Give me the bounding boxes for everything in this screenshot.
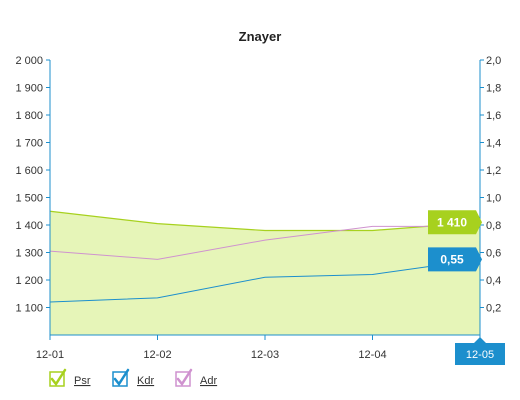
y-left-tick-label: 1 900 <box>15 83 43 95</box>
legend-item-psr[interactable]: Psr <box>49 368 91 387</box>
legend-label: Psr <box>74 375 91 387</box>
y-right-tick-label: 2,0 <box>486 55 501 67</box>
legend-item-kdr[interactable]: Kdr <box>112 368 154 387</box>
legend-item-adr[interactable]: Adr <box>175 368 217 387</box>
legend-label: Kdr <box>137 375 154 387</box>
y-right-tick-label: 0,6 <box>486 248 501 260</box>
check-icon <box>113 368 130 387</box>
y-right-tick-label: 1,6 <box>486 110 501 122</box>
y-right-tick-label: 0,4 <box>486 275 501 287</box>
callout-kdr-box <box>428 247 482 272</box>
legend-label: Adr <box>200 375 217 387</box>
series-adr-line <box>49 225 480 260</box>
y-left-tick-label: 1 200 <box>15 275 43 287</box>
callout-x-text: 12-05 <box>466 349 494 361</box>
legend: Psr Kdr Adr <box>49 368 217 387</box>
y-right-tick-label: 1,0 <box>486 193 501 205</box>
callout-psr-box <box>428 210 482 235</box>
series-psr-line <box>49 210 481 232</box>
series-psr-area <box>50 211 480 335</box>
y-right-tick-label: 0,8 <box>486 220 501 232</box>
check-icon <box>176 368 193 387</box>
value-callouts: 1 410 0,55 12-05 <box>428 210 505 365</box>
y-left-tick-label: 1 400 <box>15 220 43 232</box>
x-tick-label: 12-04 <box>358 349 386 361</box>
y-left-tick-label: 1 300 <box>15 248 43 260</box>
x-tick-label: 12-01 <box>36 349 64 361</box>
callout-kdr-text: 0,55 <box>440 252 464 266</box>
x-tick-label: 12-03 <box>251 349 279 361</box>
y-right-tick-label: 0,2 <box>486 303 501 315</box>
y-right-tick-label: 1,8 <box>486 83 501 95</box>
x-tick-label: 12-02 <box>143 349 171 361</box>
chart-title: Znayer <box>239 29 282 44</box>
y-left-tick-label: 1 700 <box>15 138 43 150</box>
y-right-tick-label: 1,4 <box>486 138 501 150</box>
axes: 1 100 1 200 1 300 1 400 1 500 1 600 1 700 1 800… <box>15 55 501 361</box>
y-left-tick-label: 1 600 <box>15 165 43 177</box>
y-right-tick-label: 1,2 <box>486 165 501 177</box>
y-left-tick-label: 1 100 <box>15 303 43 315</box>
callout-x-box <box>455 337 505 365</box>
y-left-tick-label: 2 000 <box>15 55 43 67</box>
callout-psr-text: 1 410 <box>437 215 467 229</box>
y-left-tick-label: 1 800 <box>15 110 43 122</box>
y-left-tick-label: 1 500 <box>15 193 43 205</box>
plot-area <box>49 210 481 335</box>
series-kdr-line <box>49 258 481 303</box>
check-icon <box>50 368 67 387</box>
